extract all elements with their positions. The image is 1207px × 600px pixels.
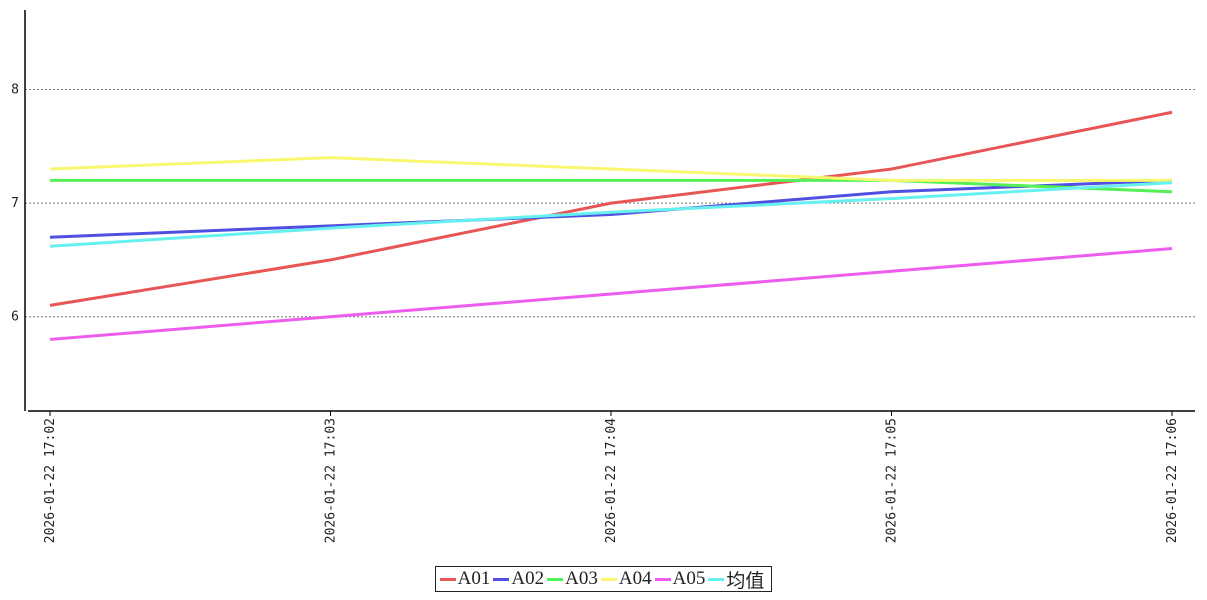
series-line bbox=[49, 110, 1173, 307]
x-tick-label: 2026-01-22 17:06 bbox=[1165, 418, 1180, 543]
legend-swatch bbox=[493, 577, 510, 581]
x-tick-label: 2026-01-22 17:02 bbox=[43, 418, 58, 543]
y-tick-label: 6 bbox=[11, 310, 19, 325]
legend-swatch bbox=[708, 577, 725, 581]
legend-item[interactable]: A02 bbox=[493, 568, 544, 590]
legend-swatch bbox=[439, 577, 456, 581]
y-tick-label: 8 bbox=[11, 83, 19, 98]
series-line bbox=[49, 181, 1173, 248]
legend: A01 A02 A03 A04 A05 均值 bbox=[0, 566, 1207, 592]
legend-swatch bbox=[600, 577, 617, 581]
series-line bbox=[50, 178, 1173, 194]
legend-label: A01 bbox=[457, 568, 491, 589]
legend-item[interactable]: A05 bbox=[654, 568, 706, 590]
legend-label: 均值 bbox=[726, 570, 765, 592]
x-tick-label: 2026-01-22 17:05 bbox=[885, 418, 900, 543]
legend-item[interactable]: 均值 bbox=[708, 566, 764, 593]
series-line bbox=[49, 156, 1172, 182]
x-tick-label: 2026-01-22 17:04 bbox=[604, 418, 619, 543]
series-line bbox=[49, 247, 1173, 341]
legend-label: A03 bbox=[565, 568, 598, 589]
series-line bbox=[49, 178, 1173, 239]
legend-item[interactable]: A03 bbox=[547, 568, 598, 590]
y-tick-label: 7 bbox=[11, 196, 19, 211]
legend-label: A05 bbox=[672, 568, 706, 589]
legend-swatch bbox=[654, 577, 671, 581]
x-tick-label: 2026-01-22 17:03 bbox=[324, 418, 339, 543]
legend-label: A02 bbox=[511, 568, 545, 589]
chart: 6 7 8 2026-01-22 17:02 2026-01-22 17:03 2026-… bbox=[11, 10, 1195, 543]
legend-swatch bbox=[547, 577, 564, 581]
legend-label: A04 bbox=[618, 568, 652, 589]
legend-box: A01 A02 A03 A04 A05 均值 bbox=[434, 566, 773, 593]
legend-item[interactable]: A01 bbox=[439, 568, 491, 590]
legend-item[interactable]: A04 bbox=[600, 568, 652, 590]
